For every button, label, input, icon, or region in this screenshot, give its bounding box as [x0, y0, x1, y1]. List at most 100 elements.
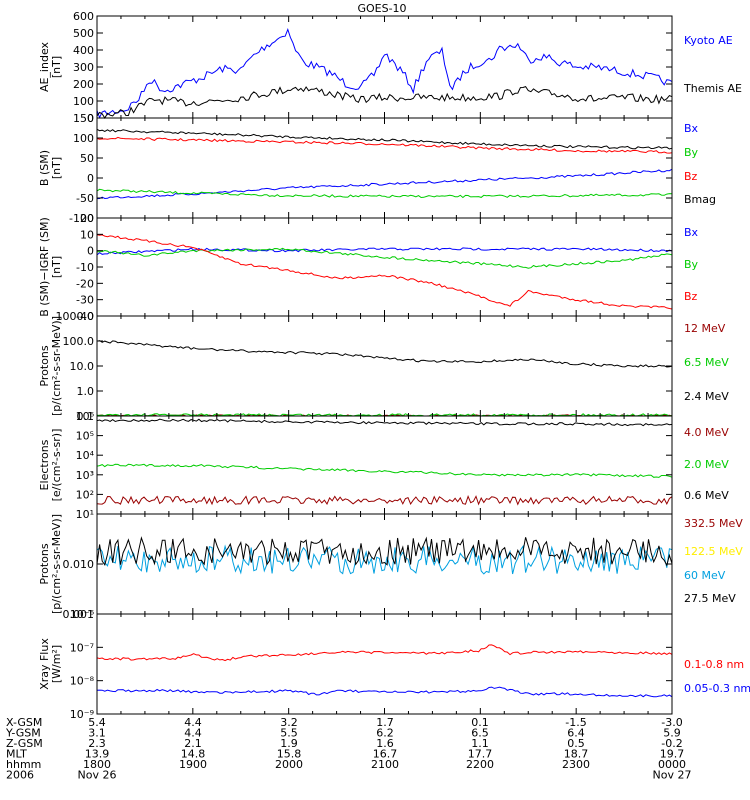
- footer-value: 2300: [562, 758, 590, 771]
- footer-value: 16.7: [373, 748, 398, 761]
- bdiff-ytick-label: -40: [76, 310, 94, 323]
- footer-value: 6.5: [471, 727, 489, 740]
- protons-ytick-label: 100.0: [63, 335, 95, 348]
- xray-ytick-label: 10⁻⁹: [70, 708, 94, 721]
- bdiff-series-0: [96, 247, 673, 256]
- footer-value: 0.1: [471, 716, 489, 729]
- ae-ytick-label: 100: [73, 95, 94, 108]
- electrons-ytick-label: 10³: [76, 469, 94, 482]
- bsm-legend-3: Bmag: [684, 193, 716, 206]
- electrons-legend-0: 4.0 MeV: [684, 426, 729, 439]
- ae-legend-1: Themis AE: [683, 82, 742, 95]
- panel-hiprotons: 0.001 0.010 Protons [p/(cm²-s-sr-MeV)] 332.5…: [38, 513, 743, 621]
- footer-value: 5.4: [88, 716, 106, 729]
- footer-value: 1.1: [471, 737, 489, 750]
- panel-protons: 0.1 1.0 10.0 100.0 1000.0 Protons [p/(cm²-s-sr…: [38, 310, 729, 423]
- bsm-ylabel: B (SM): [38, 150, 51, 186]
- bdiff-ylabel: B (SM)−IGRF (SM): [38, 217, 51, 317]
- hiprotons-ytick-label: 0.010: [63, 558, 95, 571]
- ae-series-1: [96, 86, 673, 119]
- protons-series-2: [96, 340, 673, 368]
- xray-ytick-label: 10⁻⁷: [70, 641, 94, 654]
- footer-label: MLT: [6, 748, 27, 761]
- hiprotons-series-2: [96, 544, 673, 575]
- bsm-series-1: [96, 188, 673, 199]
- bsm-legend-1: By: [684, 146, 699, 159]
- ae-ylabel: [nT]: [50, 56, 63, 78]
- footer-value: 6.4: [567, 727, 585, 740]
- footer-value: 2.1: [184, 737, 202, 750]
- hiprotons-ytick-label: 0.001: [63, 608, 95, 621]
- footer-value: 18.7: [564, 748, 589, 761]
- xray-ytick-label: 10⁻⁸: [70, 675, 95, 688]
- xray-ytick-label: 10⁻⁶: [70, 608, 95, 621]
- protons-ylabel: [p/(cm²-s-sr-MeV)]: [50, 316, 63, 416]
- footer-value: 3.1: [88, 727, 106, 740]
- footer-value: 2200: [466, 758, 494, 771]
- hiprotons-legend-1: 122.5 MeV: [684, 545, 743, 558]
- footer-value: Nov 26: [78, 769, 117, 782]
- footer-value: 17.7: [468, 748, 493, 761]
- xray-ylabel: Xray Flux: [38, 638, 51, 690]
- footer-value: 0000: [658, 758, 686, 771]
- ae-ytick-label: 0: [87, 112, 94, 125]
- electrons-ytick-label: 10⁴: [76, 449, 95, 462]
- hiprotons-legend-0: 332.5 MeV: [684, 517, 743, 530]
- xray-legend-1: 0.05-0.3 nm: [684, 682, 750, 695]
- footer-label: Z-GSM: [6, 737, 43, 750]
- hiprotons-series-3: [96, 536, 673, 567]
- footer-value: -3.0: [661, 716, 682, 729]
- electrons-series-0: [96, 494, 673, 506]
- bdiff-ytick-label: 20: [80, 212, 94, 225]
- hiprotons-ylabel: [p/(cm²-s-sr-MeV)]: [50, 514, 63, 614]
- ae-ytick-label: 200: [73, 78, 94, 91]
- panel-ae: 0 100 200 300 400 500 600 AE_index [nT] Kyoto AE T…: [38, 10, 742, 125]
- bdiff-legend-2: Bz: [684, 290, 698, 303]
- protons-legend-1: 6.5 MeV: [684, 356, 729, 369]
- bdiff-ytick-label: -30: [76, 294, 94, 307]
- bsm-legend-2: Bz: [684, 170, 698, 183]
- footer-value: 0.5: [567, 737, 585, 750]
- ae-ytick-label: 400: [73, 44, 94, 57]
- panel-electrons: 10¹ 10² 10³ 10⁴ 10⁵ 10⁶ Electrons [e/(cm²-s-sr)…: [38, 410, 729, 521]
- xray-series-0: [96, 644, 673, 662]
- bdiff-frame: [96, 217, 673, 317]
- bsm-series-2: [96, 136, 673, 154]
- bdiff-ylabel: [nT]: [50, 256, 63, 278]
- xray-frame: [96, 613, 673, 715]
- footer-label: Y-GSM: [5, 727, 41, 740]
- footer-value: 2.3: [88, 737, 106, 750]
- footer-label: X-GSM: [6, 716, 42, 729]
- protons-frame: [96, 315, 673, 417]
- protons-ylabel: Protons: [38, 345, 51, 386]
- bsm-series-3: [96, 128, 673, 150]
- plot-title: GOES-10: [357, 2, 406, 15]
- electrons-ylabel: Electrons: [38, 439, 51, 490]
- panel-bsm: -100 -50 0 50 100 150 B (SM) [nT] Bx By Bz Bmag: [38, 112, 716, 225]
- footer-label: 2006: [6, 769, 34, 782]
- electrons-series-1: [96, 463, 673, 478]
- protons-ytick-label: 1.0: [77, 385, 95, 398]
- footer-value: 4.4: [184, 727, 202, 740]
- bsm-ytick-label: 150: [73, 112, 94, 125]
- footer-value: 2100: [371, 758, 399, 771]
- electrons-ylabel: [e/(cm²-s-sr)]: [50, 429, 63, 502]
- protons-ytick-label: 10.0: [70, 360, 95, 373]
- footer-value: 2000: [275, 758, 303, 771]
- electrons-ytick-label: 10²: [76, 488, 94, 501]
- bdiff-series-1: [96, 247, 673, 269]
- footer-value: 13.9: [85, 748, 110, 761]
- footer-ephemeris: X-GSM 5.4 4.4 3.2 1.7 0.1 -1.5 -3.0 Y-GSM 3.1 4.4 5…: [5, 716, 691, 782]
- bsm-ytick-label: -100: [69, 212, 94, 225]
- bsm-ytick-label: 50: [80, 152, 94, 165]
- footer-value: 5.5: [280, 727, 298, 740]
- electrons-legend-2: 0.6 MeV: [684, 489, 729, 502]
- bsm-frame: [96, 117, 673, 219]
- bsm-legend-0: Bx: [684, 122, 699, 135]
- bdiff-series-2: [96, 234, 673, 310]
- ae-ytick-label: 500: [73, 27, 94, 40]
- footer-value: 3.2: [280, 716, 298, 729]
